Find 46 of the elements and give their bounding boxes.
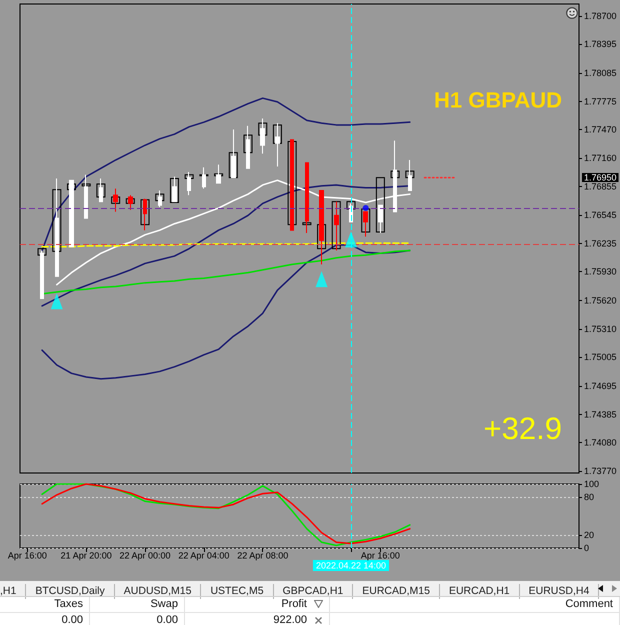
y-tick-label: 1.74695	[584, 380, 617, 391]
x-tick-label: 21 Apr 20:00	[60, 550, 112, 560]
y-tick-label: 1.73770	[584, 466, 617, 476]
text: Profit	[281, 598, 307, 610]
text: BTCUSD,Daily	[26, 584, 115, 599]
y-tick-label: 20	[584, 530, 594, 540]
y-tick-label: 100	[584, 479, 600, 489]
y-tick-label: 1.76235	[584, 238, 617, 249]
y-tick-label: 1.76545	[584, 210, 617, 220]
annotation: H1 GBPAUD	[434, 88, 562, 112]
annotation: +32.9	[484, 411, 562, 446]
text: EURCAD,M15	[353, 584, 440, 599]
y-tick-label: 1.74080	[584, 438, 617, 448]
y-tick-label: 0	[584, 543, 590, 553]
text: Swap	[150, 598, 178, 610]
x-tick-label: 2022.04.22 14:00	[316, 560, 386, 570]
text: 0.00	[62, 614, 83, 625]
text: 0.00	[156, 614, 178, 625]
y-tick-label: 1.78700	[584, 11, 617, 21]
y-tick-label: 1.77470	[584, 124, 617, 135]
text: AUDUSD,M15	[114, 584, 202, 599]
y-tick-label: 1.75620	[584, 295, 617, 306]
text: EURCAD,H1	[440, 584, 520, 599]
text: EURUSD,H4	[520, 584, 600, 599]
text: USTEC,M5	[201, 584, 274, 599]
x-tick-label: 22 Apr 00:00	[120, 550, 171, 560]
x-tick-label: 22 Apr 04:00	[178, 550, 230, 560]
text: ,H1	[0, 584, 26, 599]
y-tick-label: 1.77160	[584, 153, 617, 164]
y-tick-label: 80	[584, 492, 594, 502]
x-tick-label: 22 Apr 08:00	[237, 550, 288, 560]
text: 1.76950	[584, 172, 617, 182]
text: 922.00	[273, 614, 307, 625]
y-tick-label: 1.75310	[584, 324, 617, 334]
y-tick-label: 1.74385	[584, 409, 617, 420]
x-tick-label: Apr 16:00	[360, 550, 400, 560]
y-tick-label: 1.76855	[584, 181, 617, 192]
y-tick-label: 1.78395	[584, 39, 617, 50]
x-tick-label: Apr 16:00	[8, 550, 47, 560]
y-tick-label: 1.75930	[584, 266, 617, 277]
y-tick-label: 1.75005	[584, 352, 617, 362]
text: GBPCAD,H1	[274, 584, 354, 599]
y-tick-label: 1.77775	[584, 96, 617, 106]
text: Comment	[565, 598, 613, 610]
y-tick-label: 1.78085	[584, 68, 617, 78]
text: Taxes	[54, 598, 83, 610]
